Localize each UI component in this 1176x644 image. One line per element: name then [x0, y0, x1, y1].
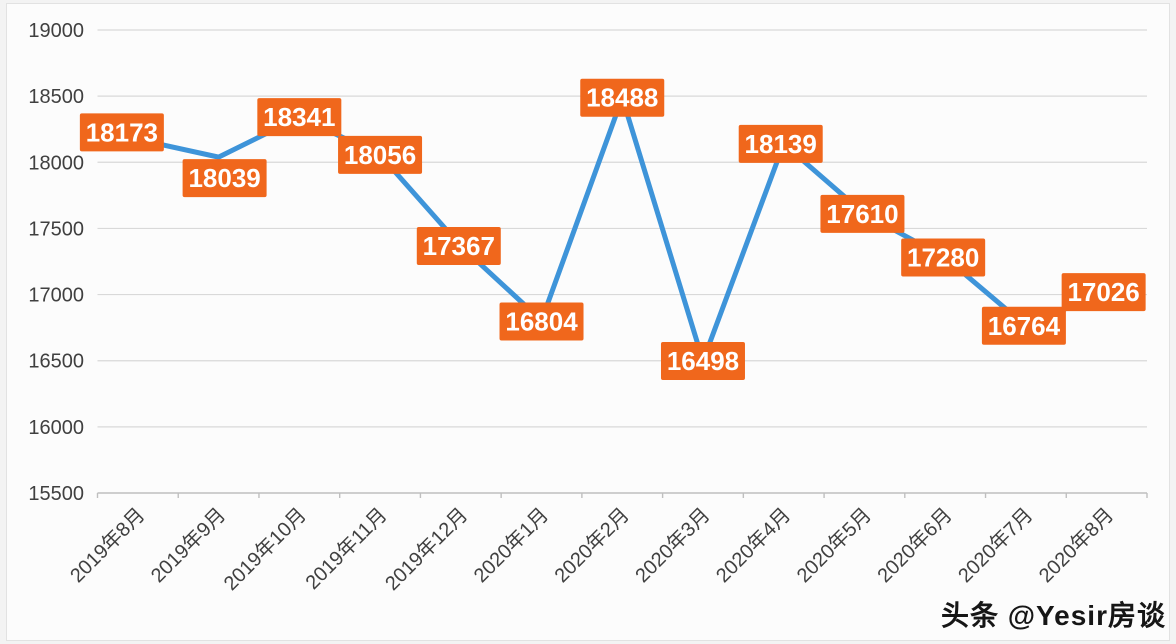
data-label-box — [901, 238, 986, 277]
data-label-box — [660, 341, 745, 380]
data-label-box — [499, 302, 584, 341]
y-axis-label: 19000 — [28, 20, 84, 42]
data-label-box — [257, 98, 342, 137]
x-axis-label: 2019年10月 — [219, 503, 311, 595]
data-label-box — [738, 124, 823, 163]
x-axis-label: 2020年2月 — [550, 503, 634, 587]
x-axis-label: 2020年7月 — [954, 503, 1038, 587]
x-axis-label: 2020年1月 — [469, 503, 553, 587]
data-label-value: 18173 — [86, 117, 158, 147]
data-label-value: 17026 — [1067, 277, 1139, 307]
x-axis-label: 2020年6月 — [873, 503, 957, 587]
data-label-value: 16764 — [988, 311, 1061, 341]
data-label-value: 18139 — [745, 129, 817, 159]
data-label-box — [981, 306, 1066, 345]
x-axis-label: 2020年8月 — [1034, 503, 1118, 587]
data-label-box — [580, 78, 665, 117]
data-label-value: 18488 — [586, 83, 658, 113]
data-label-box — [338, 135, 423, 174]
x-axis-label: 2020年4月 — [711, 503, 795, 587]
data-label-value: 16498 — [667, 346, 739, 376]
y-axis-label: 17000 — [28, 285, 84, 307]
x-axis-label: 2019年8月 — [66, 503, 150, 587]
data-label-value: 17367 — [423, 231, 495, 261]
data-label-value: 18039 — [188, 163, 260, 193]
data-label-value: 18341 — [263, 102, 335, 132]
y-axis-label: 15500 — [28, 483, 84, 505]
y-axis-label: 16500 — [28, 351, 84, 373]
data-label-box — [79, 113, 164, 152]
data-label-box — [820, 194, 905, 233]
data-label-value: 17280 — [907, 243, 979, 273]
data-label-box — [182, 159, 267, 198]
data-label-value: 16804 — [505, 306, 578, 336]
data-label-value: 17610 — [826, 199, 898, 229]
y-axis-label: 18000 — [28, 152, 84, 174]
data-line — [135, 95, 1110, 364]
y-axis-label: 17500 — [28, 218, 84, 240]
y-axis-label: 16000 — [28, 417, 84, 439]
x-axis-label: 2020年3月 — [631, 503, 715, 587]
x-axis-label: 2019年11月 — [301, 503, 392, 594]
x-axis-label: 2019年12月 — [381, 503, 473, 595]
y-axis-label: 18500 — [28, 86, 84, 108]
x-axis-label: 2019年9月 — [146, 503, 230, 587]
data-label-box — [416, 227, 501, 266]
data-label-box — [1061, 273, 1146, 312]
data-label-value: 18056 — [344, 140, 416, 170]
watermark: 头条 @Yesir房谈 — [940, 600, 1166, 631]
x-axis-label: 2020年5月 — [792, 503, 876, 587]
